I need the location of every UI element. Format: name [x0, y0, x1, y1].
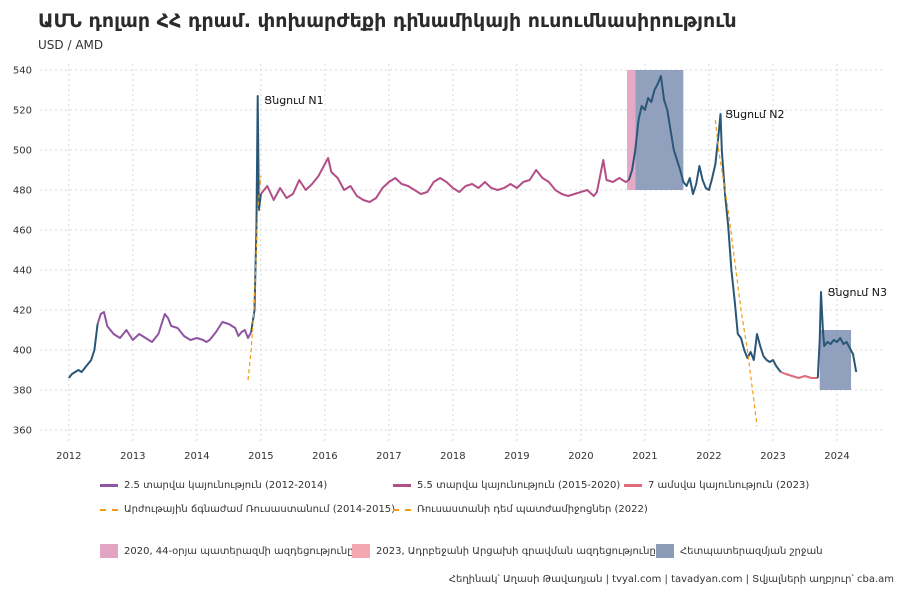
dashed-trend-line — [714, 119, 758, 427]
series-line — [68, 323, 99, 379]
y-tick-label: 520 — [13, 106, 32, 117]
y-tick-label: 400 — [13, 346, 32, 357]
x-tick-label: 2024 — [824, 451, 849, 462]
y-tick-label: 540 — [13, 66, 32, 77]
shaded-region — [627, 70, 636, 190]
page-subtitle: USD / AMD — [38, 38, 104, 52]
x-tick-label: 2023 — [760, 451, 785, 462]
y-tick-label: 480 — [13, 186, 32, 197]
series-line — [816, 291, 858, 379]
dashed-trend-line — [247, 175, 262, 381]
series-line — [250, 95, 262, 333]
series-line — [627, 75, 782, 373]
annotation-label: Ցնցում N3 — [827, 286, 887, 299]
y-tick-label: 360 — [13, 426, 32, 437]
y-tick-label: 420 — [13, 306, 32, 317]
x-tick-label: 2013 — [120, 451, 145, 462]
y-tick-label: 460 — [13, 226, 32, 237]
x-tick-label: 2017 — [376, 451, 401, 462]
shaded-region — [635, 70, 684, 190]
x-tick-label: 2020 — [568, 451, 593, 462]
series-line — [96, 311, 253, 343]
y-tick-label: 440 — [13, 266, 32, 277]
series-line — [260, 157, 630, 203]
caption: Հեղինակ՝ Աղասի Թավադյան | tvyal.com | ta… — [448, 574, 894, 585]
x-tick-label: 2015 — [248, 451, 273, 462]
x-tick-label: 2014 — [184, 451, 209, 462]
annotation-label: Ցնցում N1 — [264, 94, 324, 107]
annotation-label: Ցնցում N2 — [725, 108, 785, 121]
x-tick-label: 2021 — [632, 451, 657, 462]
page-title: ԱՄՆ դոլար ՀՀ դրամ. փոխարժեքի դինամիկայի … — [38, 10, 737, 32]
y-tick-label: 380 — [13, 386, 32, 397]
x-tick-label: 2022 — [696, 451, 721, 462]
series-line — [780, 371, 818, 379]
y-tick-label: 500 — [13, 146, 32, 157]
x-tick-label: 2012 — [56, 451, 81, 462]
x-tick-label: 2016 — [312, 451, 337, 462]
x-tick-label: 2019 — [504, 451, 529, 462]
x-tick-label: 2018 — [440, 451, 465, 462]
